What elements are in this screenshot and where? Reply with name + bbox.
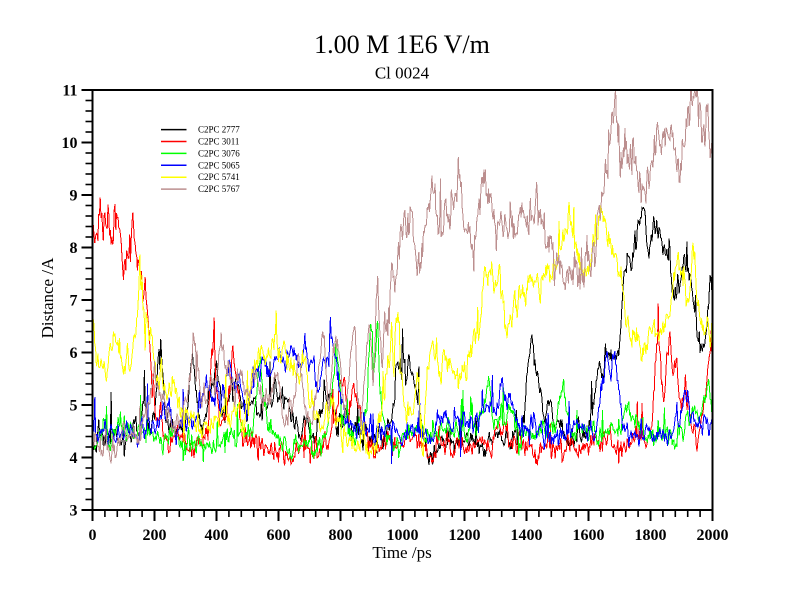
svg-text:11: 11 [62, 83, 77, 100]
svg-text:3: 3 [70, 503, 78, 520]
svg-text:1.00 M 1E6 V/m: 1.00 M 1E6 V/m [314, 30, 490, 59]
svg-text:10: 10 [62, 135, 78, 152]
svg-text:5: 5 [70, 398, 78, 415]
svg-text:2000: 2000 [697, 527, 729, 544]
svg-text:C2PC 5065: C2PC 5065 [198, 160, 240, 170]
svg-text:200: 200 [143, 527, 167, 544]
svg-text:1200: 1200 [449, 527, 481, 544]
svg-text:Distance /A: Distance /A [38, 257, 57, 338]
svg-text:Time /ps: Time /ps [372, 543, 431, 562]
svg-text:C2PC 2777: C2PC 2777 [198, 125, 240, 135]
svg-text:C2PC 5767: C2PC 5767 [198, 184, 240, 194]
svg-text:1800: 1800 [635, 527, 667, 544]
svg-text:6: 6 [70, 345, 78, 362]
svg-text:Cl 0024: Cl 0024 [375, 64, 430, 83]
svg-text:1400: 1400 [511, 527, 543, 544]
svg-text:4: 4 [70, 450, 78, 467]
svg-text:1000: 1000 [387, 527, 419, 544]
svg-text:0: 0 [89, 527, 97, 544]
svg-text:C2PC 3076: C2PC 3076 [198, 148, 240, 158]
svg-text:600: 600 [267, 527, 291, 544]
svg-text:9: 9 [70, 188, 78, 205]
svg-text:C2PC 3011: C2PC 3011 [198, 137, 239, 147]
svg-text:7: 7 [70, 293, 78, 310]
svg-text:8: 8 [70, 240, 78, 257]
svg-text:C2PC 5741: C2PC 5741 [198, 172, 240, 182]
svg-text:400: 400 [205, 527, 229, 544]
svg-text:1600: 1600 [573, 527, 605, 544]
svg-text:800: 800 [329, 527, 353, 544]
